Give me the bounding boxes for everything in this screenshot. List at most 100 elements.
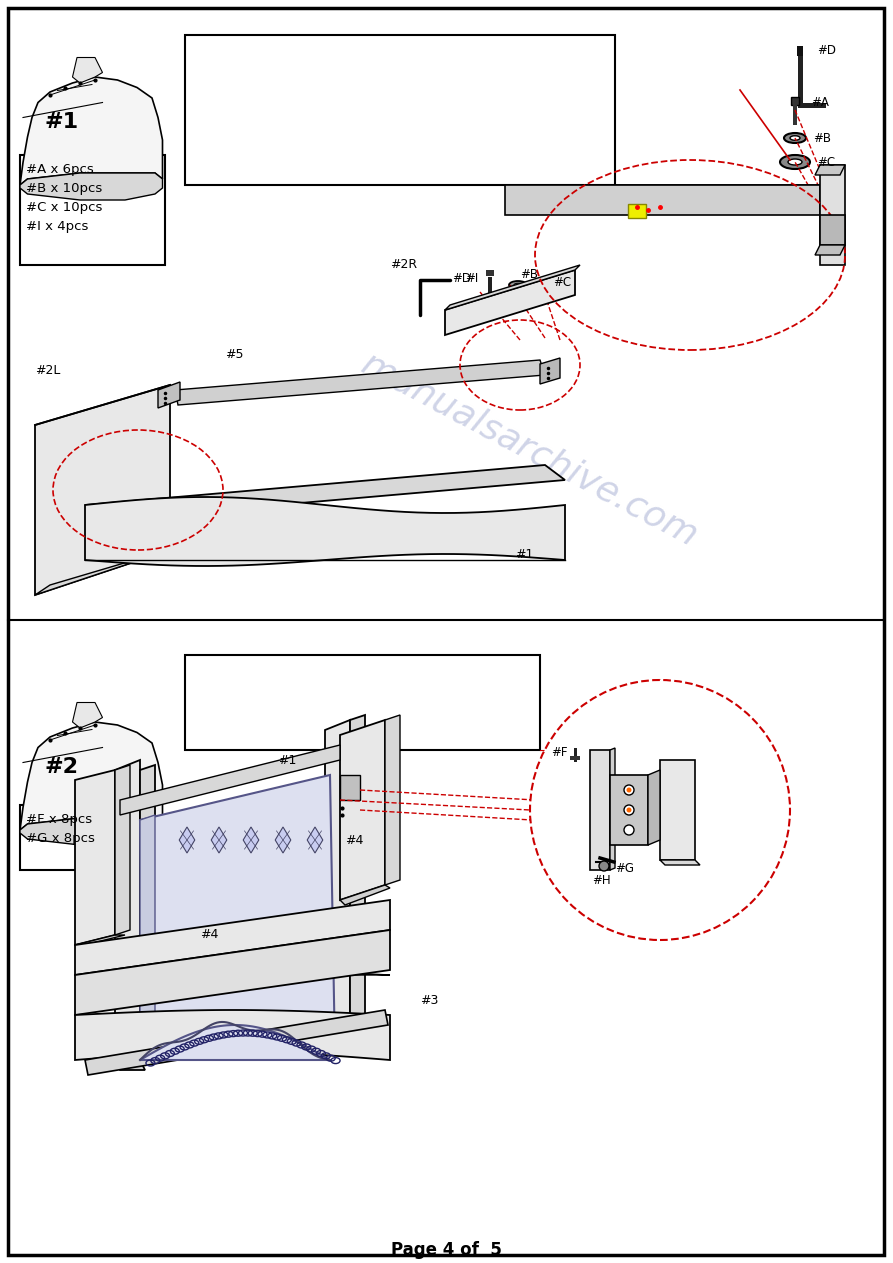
Polygon shape [72, 702, 103, 727]
Polygon shape [340, 885, 390, 906]
FancyBboxPatch shape [486, 270, 494, 277]
Ellipse shape [514, 283, 522, 287]
Polygon shape [72, 58, 103, 83]
Text: #A x 6pcs
#B x 10pcs
#C x 10pcs
#I x 4pcs: #A x 6pcs #B x 10pcs #C x 10pcs #I x 4pc… [26, 163, 103, 232]
Circle shape [624, 786, 634, 794]
FancyBboxPatch shape [8, 8, 884, 1255]
Polygon shape [75, 970, 390, 975]
Circle shape [627, 807, 631, 812]
Polygon shape [660, 760, 695, 860]
Polygon shape [120, 745, 340, 815]
Polygon shape [85, 465, 565, 520]
Text: #1: #1 [45, 112, 79, 133]
Polygon shape [307, 827, 322, 853]
Polygon shape [85, 1010, 388, 1075]
FancyBboxPatch shape [798, 56, 803, 104]
Ellipse shape [509, 280, 527, 289]
FancyBboxPatch shape [185, 35, 615, 184]
Polygon shape [815, 245, 845, 255]
Polygon shape [179, 827, 195, 853]
FancyBboxPatch shape [574, 748, 577, 762]
Polygon shape [325, 1021, 355, 1039]
Polygon shape [540, 357, 560, 384]
Polygon shape [175, 360, 545, 405]
Circle shape [599, 861, 609, 871]
Polygon shape [340, 720, 385, 901]
Text: #D: #D [817, 43, 836, 57]
Text: #F x 8pcs
#G x 8pcs: #F x 8pcs #G x 8pcs [26, 813, 95, 845]
Text: #H: #H [592, 874, 610, 887]
Polygon shape [445, 265, 580, 309]
Ellipse shape [780, 155, 810, 169]
Text: #D: #D [452, 272, 471, 284]
Polygon shape [505, 184, 820, 215]
FancyBboxPatch shape [185, 655, 540, 750]
Text: #B: #B [813, 131, 831, 144]
Polygon shape [350, 715, 365, 1021]
Polygon shape [648, 770, 660, 845]
Circle shape [530, 679, 790, 940]
Polygon shape [20, 818, 163, 845]
Ellipse shape [543, 289, 554, 294]
Circle shape [624, 825, 634, 835]
Polygon shape [75, 930, 390, 1015]
Polygon shape [115, 760, 140, 1060]
Polygon shape [275, 827, 291, 853]
Text: #I: #I [464, 272, 478, 284]
Text: #5: #5 [225, 349, 244, 361]
Polygon shape [140, 775, 335, 1060]
Polygon shape [610, 775, 648, 845]
Text: manualsarchive.com: manualsarchive.com [356, 346, 704, 553]
Ellipse shape [536, 287, 560, 298]
Text: #4: #4 [345, 834, 363, 846]
Text: #G: #G [615, 861, 634, 874]
Polygon shape [325, 720, 350, 1031]
Ellipse shape [784, 133, 806, 143]
Text: #2R: #2R [390, 259, 417, 272]
Text: #C: #C [817, 155, 835, 168]
Polygon shape [445, 270, 575, 335]
Text: #1: #1 [515, 548, 533, 562]
Polygon shape [115, 765, 130, 935]
FancyBboxPatch shape [791, 97, 799, 105]
FancyBboxPatch shape [793, 104, 797, 125]
Polygon shape [20, 77, 163, 184]
Text: #2L: #2L [35, 364, 61, 376]
Text: #B: #B [520, 269, 538, 282]
Polygon shape [505, 184, 840, 205]
Circle shape [624, 805, 634, 815]
FancyBboxPatch shape [20, 805, 145, 870]
Polygon shape [660, 860, 700, 865]
Polygon shape [820, 165, 845, 265]
Text: #F: #F [552, 746, 568, 759]
Text: #3: #3 [420, 994, 438, 1007]
FancyBboxPatch shape [798, 104, 826, 109]
FancyBboxPatch shape [488, 277, 492, 296]
Polygon shape [243, 827, 259, 853]
Polygon shape [85, 498, 565, 566]
Polygon shape [35, 546, 185, 595]
Polygon shape [75, 901, 390, 975]
Polygon shape [115, 1060, 145, 1070]
FancyBboxPatch shape [340, 775, 360, 799]
Polygon shape [140, 1026, 330, 1060]
Polygon shape [35, 385, 170, 595]
Text: #2: #2 [45, 757, 79, 777]
Polygon shape [140, 815, 155, 1060]
Text: #A: #A [811, 96, 829, 109]
Polygon shape [820, 215, 845, 245]
FancyBboxPatch shape [570, 757, 580, 760]
FancyBboxPatch shape [628, 205, 646, 218]
FancyBboxPatch shape [20, 155, 165, 265]
Polygon shape [75, 1010, 390, 1060]
Text: Page 4 of  5: Page 4 of 5 [390, 1242, 502, 1259]
Polygon shape [20, 173, 163, 200]
Text: #1: #1 [278, 754, 296, 767]
Polygon shape [610, 748, 615, 870]
Polygon shape [140, 765, 155, 1060]
Polygon shape [815, 165, 845, 176]
Polygon shape [158, 381, 180, 408]
Text: #C: #C [553, 275, 572, 288]
Polygon shape [385, 715, 400, 885]
Polygon shape [75, 770, 115, 945]
